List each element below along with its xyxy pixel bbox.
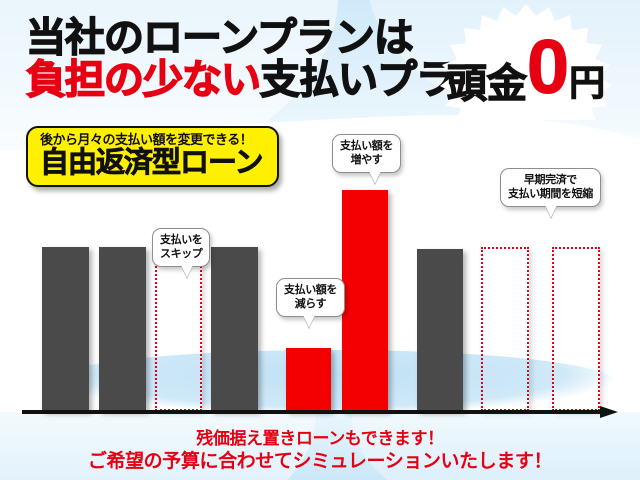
callout-increase-payment: 支払い額を 増やす [332,134,401,184]
footer-line-1: 残価据え置きローンもできます！ [196,429,444,448]
callout-tail [181,265,193,278]
headline-line-2-red: 負担の少ない [25,57,262,103]
footer: 残価据え置きローンもできます！ ご希望の予算に合わせてシミュレーションいたします… [0,428,640,474]
callout-decrease-line-2: 減らす [294,298,327,310]
callout-tail [303,315,315,328]
timeline-arrow-icon [22,406,618,418]
tag-title: 自由返済型ローン [40,147,264,179]
bar-9-shortened [552,247,600,411]
bar-6-increased [342,190,388,411]
bar-5-reduced [286,348,331,411]
bar-3-skipped [155,247,202,411]
callout-decrease-payment: 支払い額を 減らす [276,278,345,328]
callout-increase-line-2: 増やす [350,154,383,166]
callout-skip-payment: 支払いを スキップ [152,228,211,278]
callout-skip-line-1: 支払いを [160,234,203,246]
callout-tail [369,171,381,184]
footer-line-2: ご希望の予算に合わせてシミュレーションいたします！ [87,451,553,472]
callout-increase-line-1: 支払い額を [340,140,393,152]
bar-7 [417,249,463,411]
badge-suffix: 円 [569,62,606,104]
zero-downpayment-badge: 頭金0円 [416,2,636,120]
free-repayment-loan-tag: 後から月々の支払い額を変更できる！ 自由返済型ローン [26,126,279,187]
badge-text: 頭金0円 [416,29,636,109]
bar-8-shortened [481,247,529,411]
badge-prefix: 頭金 [446,61,527,106]
callout-shorten-line-1: 早期完済で [523,174,577,186]
bar-4 [211,247,258,411]
callout-skip-line-2: スキップ [160,248,203,260]
tag-subtitle: 後から月々の支払い額を変更できる！ [40,132,253,147]
bar-2 [99,247,146,411]
callout-decrease-line-1: 支払い額を [284,284,337,296]
callout-tail [545,205,557,218]
bar-1 [42,247,89,411]
badge-amount: 0 [526,25,570,110]
callout-shorten-term: 早期完済で 支払い期間を短縮 [500,168,601,218]
starburst-icon [440,4,612,120]
callout-shorten-line-2: 支払い期間を短縮 [508,188,593,200]
